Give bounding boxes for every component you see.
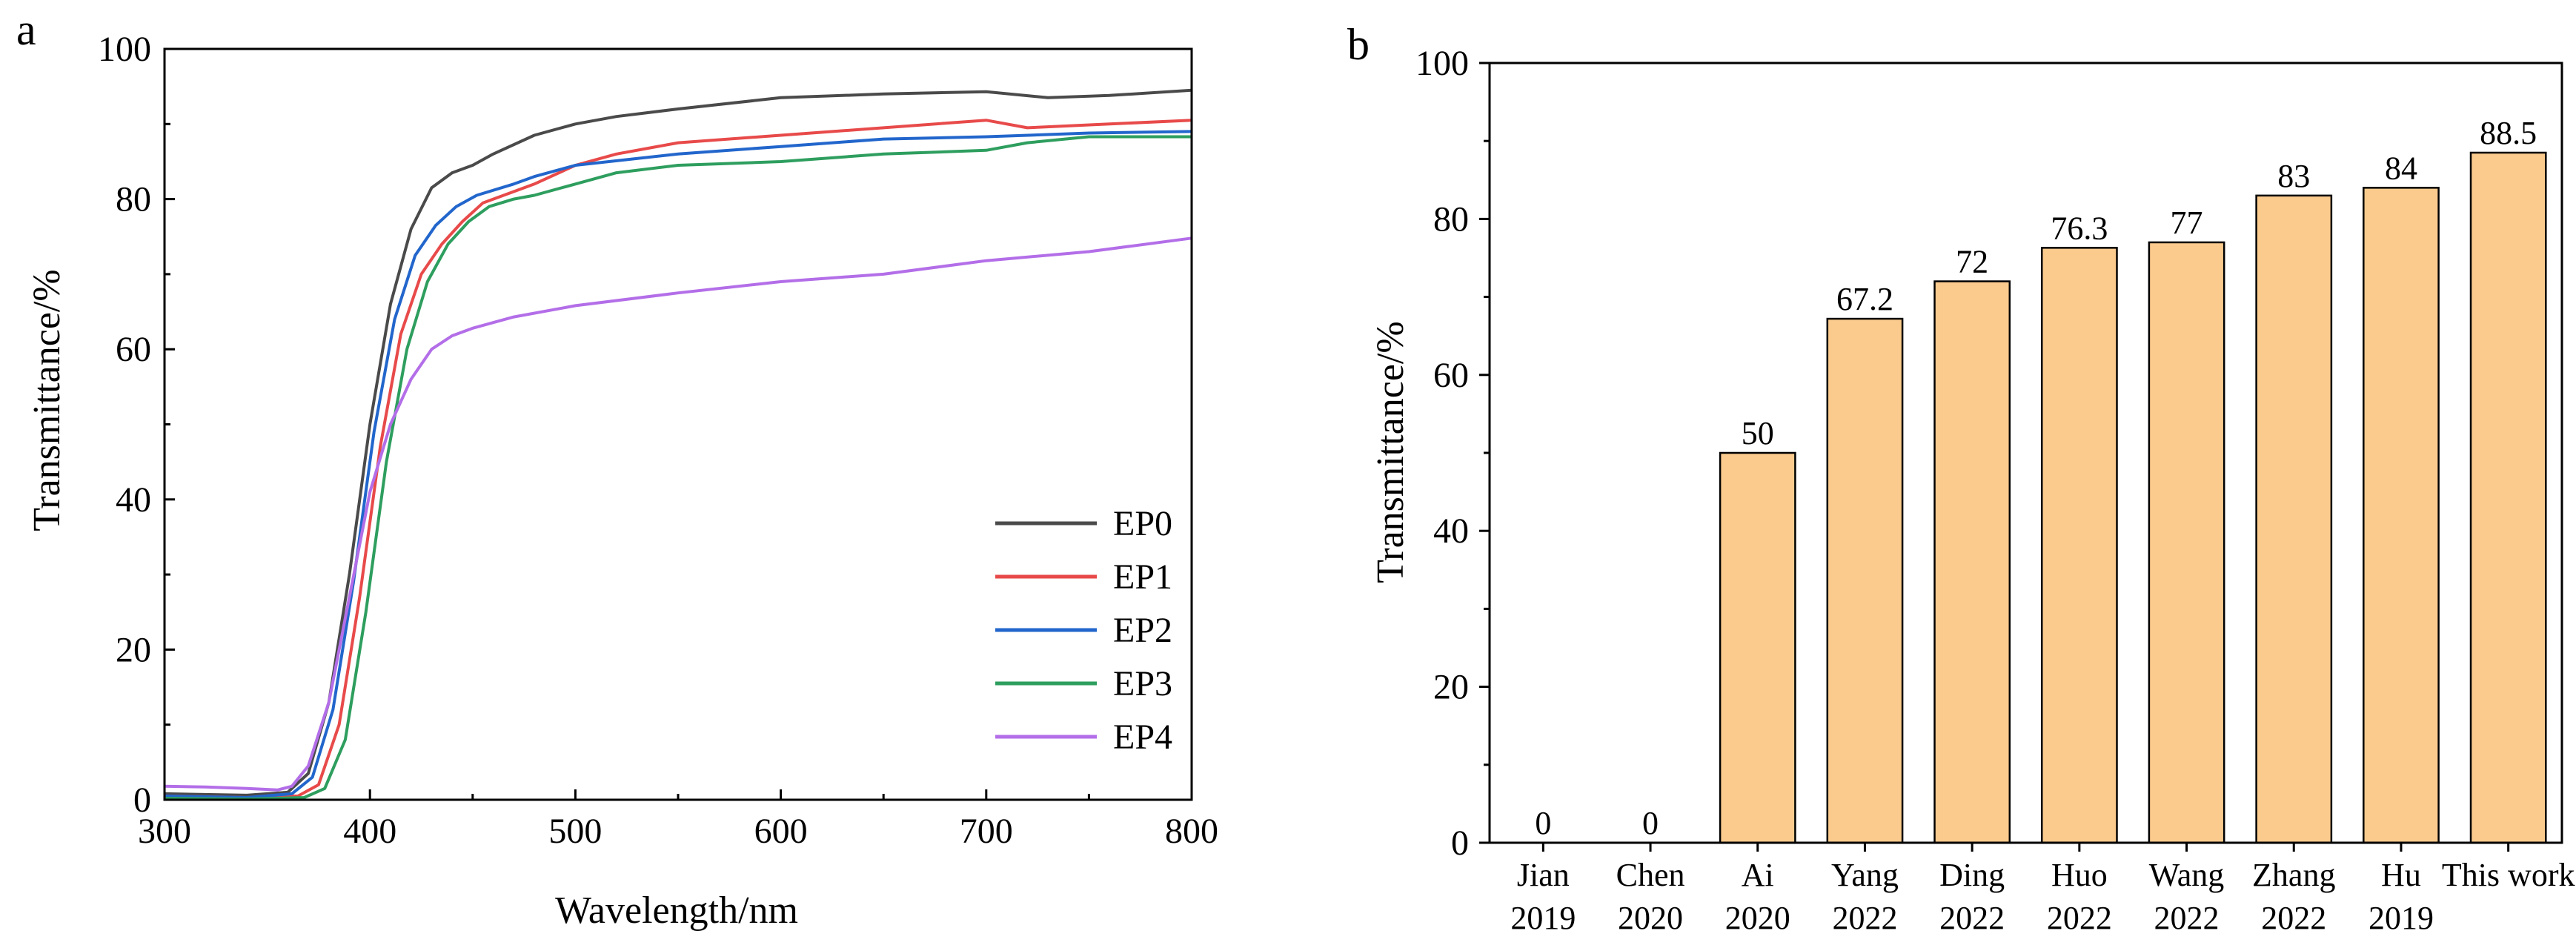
panel-a-x-axis-title: Wavelength/nm bbox=[555, 889, 798, 932]
panel-b-y-tick-label: 100 bbox=[1415, 44, 1469, 83]
panel-a-y-tick-label: 100 bbox=[98, 30, 151, 69]
category-year-label: 2022 bbox=[2154, 900, 2220, 936]
category-name-label: Huo bbox=[2051, 857, 2108, 893]
category-name-label: Yang bbox=[1831, 857, 1899, 893]
bar-this-work bbox=[2469, 151, 2547, 844]
panel-b-y-tick-label: 20 bbox=[1433, 668, 1469, 707]
panel-b-y-tick-label: 0 bbox=[1451, 823, 1469, 863]
panel-b-y-axis-title: Transmittance/% bbox=[1370, 321, 1412, 583]
bar-wang bbox=[2148, 241, 2225, 844]
panel-a-x-tick-label: 600 bbox=[754, 812, 808, 851]
panel-a-y-axis-title: Transmittance/% bbox=[26, 269, 68, 531]
panel-a-legend: EP0 EP1 EP2 EP3 EP4 bbox=[995, 504, 1172, 757]
bar-ai bbox=[1719, 451, 1796, 844]
bar-value-label: 83 bbox=[2277, 158, 2310, 194]
category-year-label: 2020 bbox=[1618, 900, 1683, 936]
category-year-label: 2022 bbox=[2261, 900, 2326, 936]
panel-a-y-tick-label: 60 bbox=[116, 330, 151, 369]
panel-a-y-tick-label: 40 bbox=[116, 480, 151, 520]
panel-a: a Transmittance/% Wavelength/nm 300 400 50… bbox=[16, 5, 1218, 932]
bar-ding bbox=[1933, 280, 2011, 844]
bar-value-label: 72 bbox=[1956, 244, 1988, 280]
category-name-label: Zhang bbox=[2252, 857, 2335, 893]
panel-a-x-tick-label: 500 bbox=[548, 812, 602, 851]
bar-value-label: 88.5 bbox=[2480, 115, 2537, 151]
legend-label-ep3: EP3 bbox=[1113, 664, 1172, 703]
bar-value-label: 84 bbox=[2385, 150, 2417, 186]
category-name-label: Jian bbox=[1517, 857, 1570, 893]
series-line-ep2 bbox=[164, 130, 1192, 799]
legend-label-ep1: EP1 bbox=[1113, 557, 1172, 597]
panel-a-series bbox=[164, 88, 1192, 801]
bar-value-label: 0 bbox=[1642, 805, 1659, 841]
panel-b: b Transmittance/% 0 20 40 60 80 100 0 Jian 2019… bbox=[1347, 20, 2575, 936]
panel-b-ticks: 0 20 40 60 80 100 bbox=[1415, 44, 1490, 863]
panel-a-ticks: 300 400 500 600 700 800 0 20 40 60 80 100 bbox=[98, 30, 1218, 851]
bar-value-label: 77 bbox=[2171, 205, 2203, 241]
panel-b-letter: b bbox=[1347, 20, 1370, 69]
series-line-ep3 bbox=[164, 135, 1192, 801]
legend-label-ep0: EP0 bbox=[1113, 504, 1172, 543]
panel-a-x-tick-label: 800 bbox=[1165, 812, 1218, 851]
panel-a-x-tick-label: 300 bbox=[138, 812, 191, 851]
bar-value-label: 50 bbox=[1742, 415, 1774, 451]
legend-label-ep4: EP4 bbox=[1113, 717, 1172, 757]
category-year-label: 2022 bbox=[2047, 900, 2112, 936]
bar-yang bbox=[1826, 317, 1904, 844]
panel-b-y-tick-label: 40 bbox=[1433, 511, 1469, 551]
bar-huo bbox=[2040, 247, 2118, 844]
category-year-label: 2019 bbox=[1510, 900, 1576, 936]
panel-a-y-tick-label: 80 bbox=[116, 180, 151, 219]
series-line-ep4 bbox=[164, 236, 1192, 792]
bar-value-label: 67.2 bbox=[1836, 281, 1893, 317]
category-name-label: Hu bbox=[2381, 857, 2421, 893]
panel-a-letter: a bbox=[16, 5, 36, 54]
category-year-label: 2020 bbox=[1725, 900, 1790, 936]
category-name-label: Chen bbox=[1616, 857, 1685, 893]
legend-label-ep2: EP2 bbox=[1113, 611, 1172, 650]
series-line-ep1 bbox=[164, 119, 1192, 799]
bar-value-label: 76.3 bbox=[2051, 210, 2108, 246]
category-name-label: This work bbox=[2442, 857, 2575, 893]
panel-a-x-tick-label: 700 bbox=[960, 812, 1013, 851]
panel-b-plot-frame bbox=[1488, 62, 2563, 844]
bar-hu bbox=[2363, 187, 2440, 844]
panel-a-x-tick-label: 400 bbox=[343, 812, 396, 851]
category-year-label: 2022 bbox=[1939, 900, 2005, 936]
panel-b-bars: 0 Jian 2019 0 Chen 2020 50 Ai 2020 67.2 Yang 2022 72… bbox=[1510, 115, 2575, 936]
series-line-ep0 bbox=[164, 88, 1192, 797]
category-year-label: 2022 bbox=[1832, 900, 1897, 936]
panel-a-plot-frame bbox=[163, 47, 1193, 801]
bar-value-label: 0 bbox=[1535, 805, 1551, 841]
category-name-label: Ding bbox=[1939, 857, 2005, 893]
bar-zhang bbox=[2255, 194, 2333, 844]
panel-a-y-tick-label: 0 bbox=[133, 780, 151, 820]
category-year-label: 2019 bbox=[2368, 900, 2434, 936]
panel-b-y-tick-label: 60 bbox=[1433, 356, 1469, 395]
panel-a-y-tick-label: 20 bbox=[116, 630, 151, 669]
panel-b-y-tick-label: 80 bbox=[1433, 199, 1469, 239]
category-name-label: Wang bbox=[2149, 857, 2225, 893]
category-name-label: Ai bbox=[1742, 857, 1774, 893]
